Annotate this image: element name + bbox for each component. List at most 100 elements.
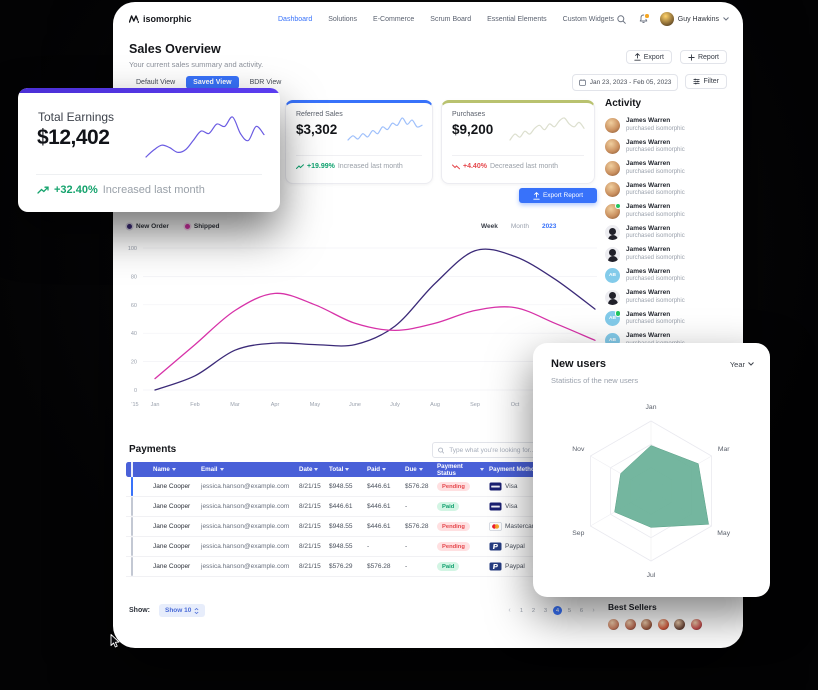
table-row[interactable]: Jane Cooper jessica.hanson@example.com 8/2… [126,496,674,517]
report-button[interactable]: Report [679,50,727,64]
activity-item[interactable]: James Warren purchased isomorphic [605,139,739,155]
column-header-date[interactable]: Date [294,466,324,473]
user-menu[interactable]: Guy Hawkins [659,12,729,26]
column-header-due[interactable]: Due [400,466,432,473]
pagination-prev[interactable]: ‹ [508,607,511,614]
table-row[interactable]: Jane Cooper jessica.hanson@example.com 8/2… [126,556,674,577]
activity-item[interactable]: James Warren purchased isomorphic [605,225,739,241]
header-checkbox-cell [126,459,148,479]
best-seller-avatar[interactable] [608,619,619,630]
row-checkbox[interactable] [131,556,133,576]
trend-up-icon [296,163,304,169]
tab-bdr-view[interactable]: BDR View [249,79,282,86]
tab-default-view[interactable]: Default View [136,79,176,86]
pagination-page-6[interactable]: 6 [579,607,584,614]
bell-icon[interactable] [638,13,650,25]
cell-email: jessica.hanson@example.com [201,543,290,550]
export-report-button[interactable]: Export Report [519,188,597,203]
table-row[interactable]: Jane Cooper jessica.hanson@example.com 8/2… [126,516,674,537]
status-badge: Pending [437,542,470,551]
row-checkbox-cell [126,496,148,516]
period-option-week[interactable]: Week [481,223,498,230]
cell-due: $576.28 [405,523,429,530]
best-seller-avatar[interactable] [690,619,702,630]
table-row[interactable]: Jane Cooper jessica.hanson@example.com 8/2… [126,536,674,557]
column-header-name[interactable]: Name [148,466,196,473]
rows-per-page-select[interactable]: Show 10 [159,604,206,617]
date-range-picker[interactable]: Jan 23, 2023 - Feb 05, 2023 [571,74,679,91]
cell-due: - [405,503,408,510]
svg-text:Nov: Nov [572,446,585,453]
column-header-total[interactable]: Total [324,466,362,473]
legend-dot-icon [127,224,132,229]
activity-item[interactable]: James Warren purchased isomorphic [605,117,739,133]
payments-search-input[interactable] [447,445,552,455]
divider [36,174,262,175]
activity-item[interactable]: James Warren purchased isomorphic [605,160,739,176]
period-option-month[interactable]: Month [510,223,529,230]
chevron-down-icon [723,17,729,21]
best-seller-avatar[interactable] [674,619,685,630]
column-header-paid[interactable]: Paid [362,466,400,473]
nav-item-essential-elements[interactable]: Essential Elements [487,15,547,23]
tab-saved-view[interactable]: Saved View [186,76,239,89]
activity-action: purchased isomorphic [626,125,685,132]
activity-item[interactable]: James Warren purchased isomorphic [605,246,739,262]
svg-text:May: May [717,530,730,537]
cell-payment-status: Pending [432,482,484,491]
nav-item-custom-widgets[interactable]: Custom Widgets [562,15,615,23]
activity-user-name: James Warren [626,310,671,318]
brand-logo-icon [129,15,139,23]
nav-item-solutions[interactable]: Solutions [328,15,358,23]
period-option-2023[interactable]: 2023 [541,223,557,230]
cell-date: 8/21/15 [299,543,321,550]
pagination-next[interactable]: › [592,607,595,614]
nav-item-dashboard[interactable]: Dashboard [278,15,313,23]
row-checkbox[interactable] [131,536,133,556]
pagination-page-3[interactable]: 3 [543,607,548,614]
row-checkbox[interactable] [131,496,133,516]
column-label: Payment Method [489,466,539,473]
svg-text:Sep: Sep [572,530,584,537]
nav-item-scrum-board[interactable]: Scrum Board [430,15,472,23]
pagination-page-4[interactable]: 4 [553,606,562,615]
pagination-page-2[interactable]: 2 [531,607,536,614]
pagination-page-5[interactable]: 5 [567,607,572,614]
legend-new-order[interactable]: New Order [127,223,169,230]
select-all-checkbox[interactable] [131,459,133,479]
search-icon[interactable] [616,13,628,25]
nav-item-e-commerce[interactable]: E-Commerce [373,15,415,23]
visa-icon [489,482,502,491]
activity-item[interactable]: James Warren purchased isomorphic [605,182,739,198]
export-button[interactable]: Export [625,50,672,64]
table-footer: Show: Show 10 ‹ 1 2 3 4 5 6 › [126,604,604,618]
brand[interactable]: isomorphic [129,2,192,36]
legend-shipped[interactable]: Shipped [184,223,220,230]
cell-total: $576.29 [329,563,353,570]
dashboard-window: isomorphic Dashboard Solutions E-Commerce S… [113,2,743,648]
row-checkbox[interactable] [131,476,133,496]
column-label: Total [329,466,344,473]
best-seller-avatar[interactable] [657,619,669,630]
table-row[interactable]: Jane Cooper jessica.hanson@example.com 8/2… [126,476,674,497]
view-tabs: Default View Saved View BDR View [129,76,288,89]
activity-avatar [605,289,620,305]
column-header-payment-status[interactable]: Payment Status [432,463,484,477]
method-label: Mastercard [505,523,538,530]
row-checkbox[interactable] [131,516,133,536]
new-users-period-select[interactable]: Year [730,360,754,369]
pagination-page-1[interactable]: 1 [519,607,524,614]
activity-item[interactable]: James Warren purchased isomorphic [605,289,739,305]
activity-user-name: James Warren [626,289,671,297]
activity-avatar [605,160,620,176]
filter-button[interactable]: Filter [685,74,727,89]
best-seller-avatar[interactable] [624,619,636,630]
best-seller-avatar[interactable] [641,619,652,630]
column-header-email[interactable]: Email [196,466,294,473]
activity-item[interactable]: James Warren purchased isomorphic [605,202,739,219]
new-users-header: New users Year [551,358,754,370]
activity-avatar [605,225,620,240]
